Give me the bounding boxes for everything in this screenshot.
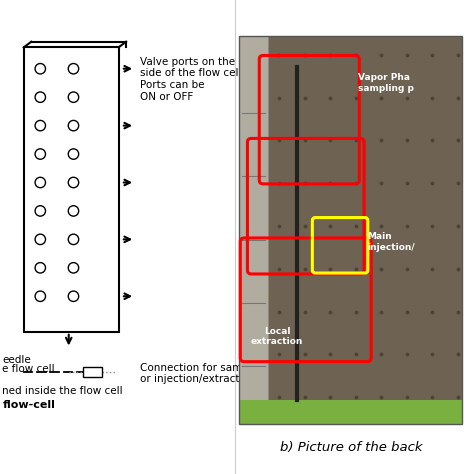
Bar [24,47,119,332]
Text: Valve ports on the
side of the flow cell.
Ports can be
ON or OFF: Valve ports on the side of the flow cell… [140,57,245,102]
Bar [239,400,462,424]
Text: ned inside the flow cell: ned inside the flow cell [2,386,123,396]
Bar [239,36,268,400]
Text: e flow cell: e flow cell [2,364,55,374]
Text: Connection for sampling
or injection/extraction: Connection for sampling or injection/ext… [140,363,268,384]
Bar [239,36,462,424]
Bar [83,367,102,377]
Text: eedle: eedle [2,355,31,365]
Text: Main
injection/: Main injection/ [367,232,415,252]
Text: b) Picture of the back: b) Picture of the back [280,441,422,455]
Text: flow-cell: flow-cell [2,400,55,410]
Bar [239,36,462,424]
Text: Vapor Pha
sampling p: Vapor Pha sampling p [358,73,414,93]
Text: Local
extraction: Local extraction [251,327,303,346]
